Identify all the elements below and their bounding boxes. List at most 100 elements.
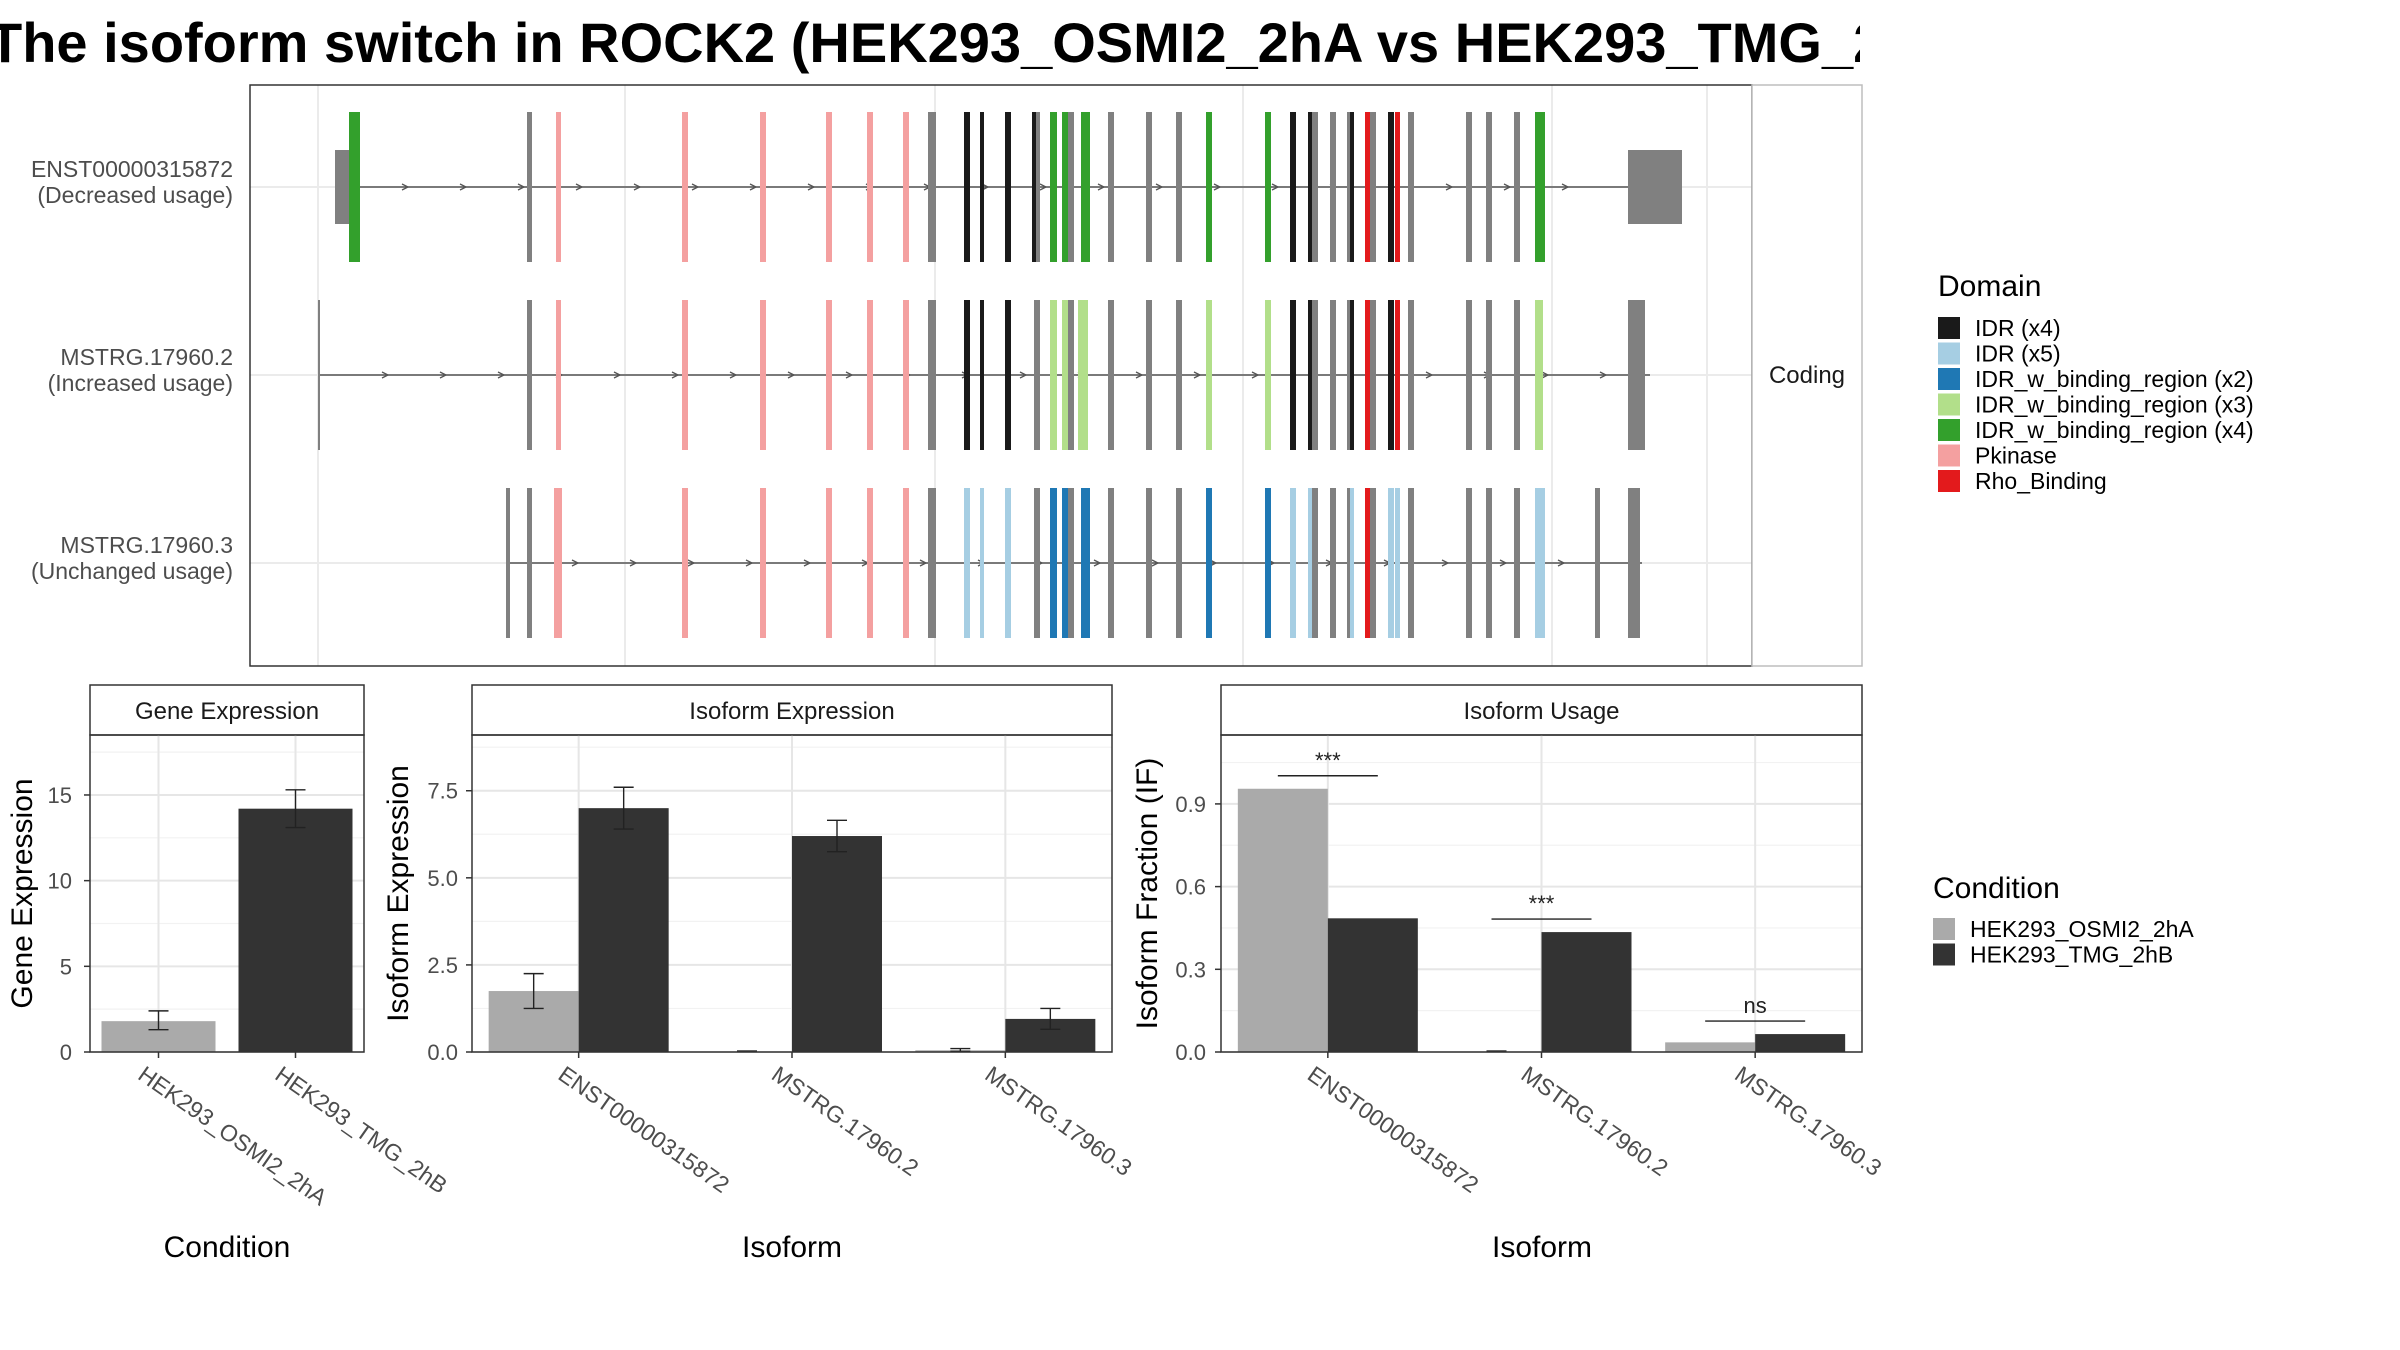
bar-panel-2: Isoform Expression 0.0 2.5 5.0 7.5 ENST000003… <box>382 684 1137 1264</box>
exon-block <box>903 112 909 262</box>
x-tick-label: MSTRG.17960.2 <box>767 1061 923 1181</box>
exon-block <box>1595 488 1600 638</box>
exon-block <box>1486 488 1492 638</box>
exon-block <box>1365 112 1370 262</box>
exon-block <box>1466 488 1472 638</box>
x-tick-label: MSTRG.17960.2 <box>1517 1061 1673 1181</box>
bar-plot-border <box>471 734 1113 1053</box>
exon-block <box>1005 300 1011 450</box>
exon-block <box>1370 488 1376 638</box>
intron-arrow <box>1499 559 1508 567</box>
y-tick-label: 5 <box>60 954 72 979</box>
transcript-usage-label: (Unchanged usage) <box>31 558 233 584</box>
exon-block <box>1034 300 1040 450</box>
bar <box>238 808 353 1052</box>
intron-arrow <box>1019 371 1028 379</box>
intron-arrow <box>1151 559 1160 567</box>
exon-block <box>1176 488 1182 638</box>
exon-block <box>826 488 832 638</box>
intron-arrow <box>401 183 410 191</box>
exon-block <box>1146 488 1152 638</box>
exon-block <box>1068 112 1074 262</box>
bar-panels: Gene Expression051015HEK293_OSMI2_2hAHEK… <box>6 684 1887 1264</box>
bar <box>1327 918 1418 1052</box>
bar-panel-strip-title: Isoform Usage <box>1463 698 1619 725</box>
y-axis-title: Gene Expression <box>6 778 39 1008</box>
transcript-id-label: MSTRG.17960.3 <box>60 532 233 558</box>
exon-block <box>980 488 984 638</box>
exon-block <box>826 300 832 450</box>
exon-block <box>1308 300 1312 450</box>
exon-block <box>1206 112 1212 262</box>
exon-block <box>1514 300 1520 450</box>
exon-block <box>1514 112 1520 262</box>
y-tick-label: 0.0 <box>427 1040 458 1065</box>
transcript-track-2 <box>318 300 1650 450</box>
bar-plot-border <box>1220 734 1863 1053</box>
exon-block <box>335 150 350 224</box>
intron-arrow <box>1271 183 1280 191</box>
y-tick-label: 10 <box>48 869 72 894</box>
exon-block <box>1535 300 1543 450</box>
exon-block <box>1108 488 1114 638</box>
exon-block <box>1395 488 1400 638</box>
exon-block <box>1350 112 1354 262</box>
exon-block <box>1370 112 1376 262</box>
transcript-usage-label: (Increased usage) <box>48 370 233 396</box>
exon-block <box>1062 112 1068 262</box>
exon-block <box>1408 488 1414 638</box>
y-tick-label: 0 <box>60 1040 72 1065</box>
exon-block <box>964 300 970 450</box>
exon-block <box>1350 488 1354 638</box>
domain-legend-key <box>1938 419 1960 441</box>
bar-panel-strip <box>89 684 365 736</box>
intron-arrow <box>633 183 642 191</box>
exon-block <box>527 112 532 262</box>
intron-arrow <box>459 183 468 191</box>
transcript-structure-panel: Coding ENST00000315872(Decreased usage) MS… <box>31 84 1863 667</box>
bar <box>792 836 882 1052</box>
exon-block <box>1388 488 1394 638</box>
exon-block <box>1408 300 1414 450</box>
exon-block <box>1395 300 1400 450</box>
x-tick-label: ENST00000315872 <box>554 1061 734 1198</box>
intron-arrow <box>1155 183 1164 191</box>
exon-block <box>1388 112 1394 262</box>
exon-block <box>1408 112 1414 262</box>
y-axis-title: Isoform Expression <box>382 765 415 1022</box>
intron-arrow <box>729 371 738 379</box>
intron-arrow <box>1425 371 1434 379</box>
exon-block <box>1312 112 1318 262</box>
intron-arrow <box>691 183 700 191</box>
bar <box>1237 788 1328 1052</box>
condition-legend-title: Condition <box>1933 872 2060 905</box>
exon-block <box>928 112 936 262</box>
intron-arrow <box>1097 183 1106 191</box>
domain-legend-label: Rho_Binding <box>1975 468 2107 494</box>
exon-block <box>554 488 562 638</box>
exon-block <box>1176 112 1182 262</box>
exon-block <box>1081 112 1090 262</box>
bar-panel-strip-title: Isoform Expression <box>689 698 894 725</box>
exon-block <box>1050 488 1057 638</box>
exon-block <box>1265 300 1271 450</box>
intron-arrow <box>671 371 680 379</box>
exon-block <box>1535 488 1545 638</box>
exon-block <box>1308 488 1312 638</box>
intron-arrow <box>1093 559 1102 567</box>
exon-block <box>1108 300 1114 450</box>
intron-arrow <box>687 559 696 567</box>
exon-block <box>682 112 688 262</box>
domain-legend-label: IDR_w_binding_region (x2) <box>1975 366 2254 392</box>
exon-block <box>1265 112 1271 262</box>
x-tick-label: MSTRG.17960.3 <box>980 1061 1136 1181</box>
domain-legend-key <box>1938 393 1960 416</box>
exon-block <box>1330 112 1336 262</box>
transcript-id-label: MSTRG.17960.2 <box>60 344 233 370</box>
domain-legend-key <box>1938 317 1960 339</box>
coding-strip-label: Coding <box>1769 362 1845 389</box>
exon-block <box>1034 112 1040 262</box>
intron-arrow <box>497 371 506 379</box>
exon-block <box>1005 488 1011 638</box>
